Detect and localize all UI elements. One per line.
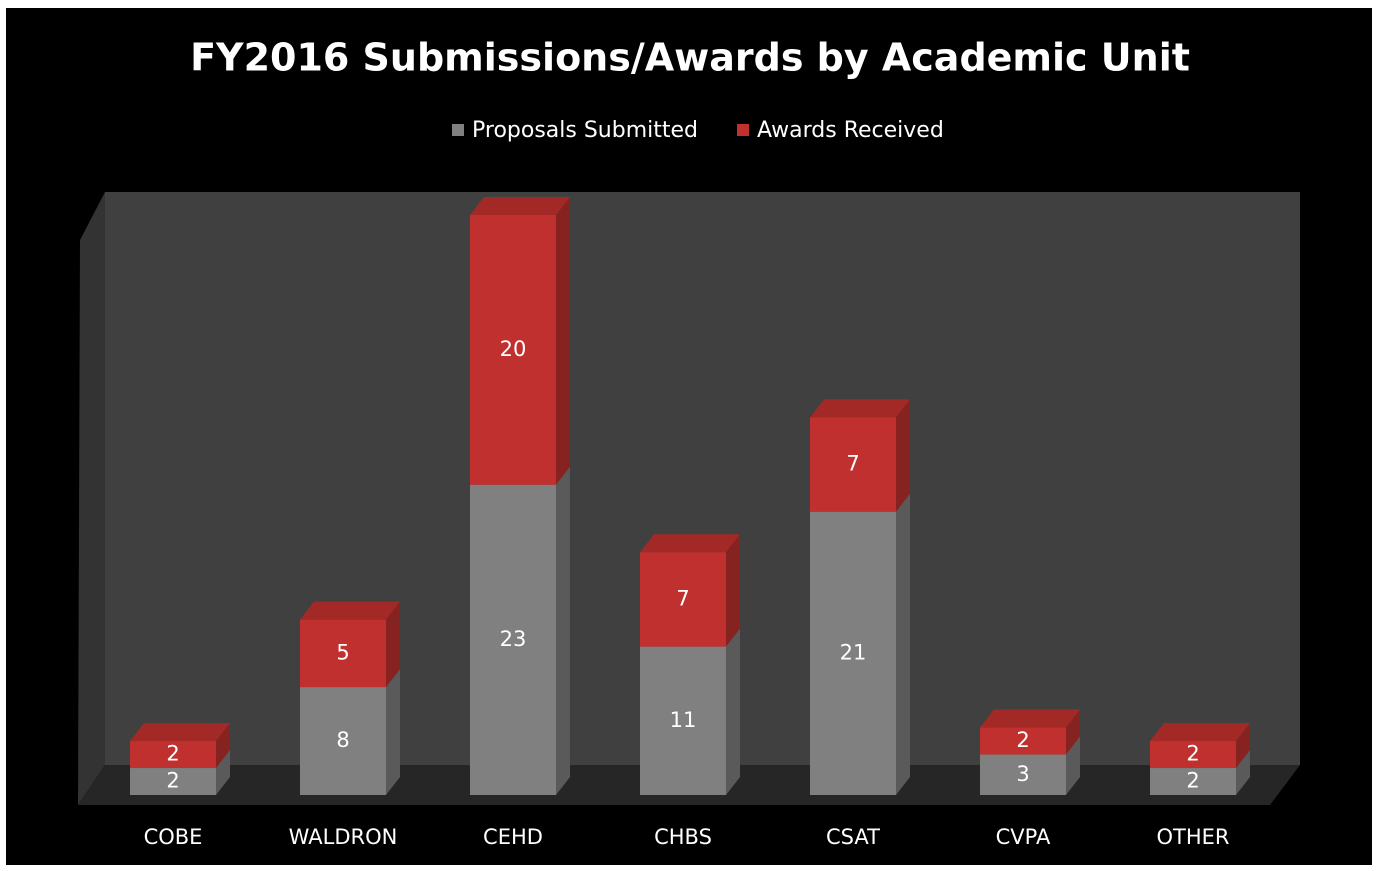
bar-side <box>216 750 230 795</box>
bar <box>130 741 216 769</box>
data-label: 2 <box>166 769 179 793</box>
bar-side <box>1066 736 1080 795</box>
bar <box>1150 768 1236 795</box>
bar <box>640 646 726 795</box>
data-label: 3 <box>1016 762 1029 786</box>
bar-side <box>1236 723 1250 769</box>
data-label: 2 <box>1186 742 1199 766</box>
data-label: 8 <box>336 728 349 752</box>
bar <box>810 511 896 795</box>
bar-side <box>896 399 910 512</box>
bar-top <box>470 197 570 215</box>
legend-label: Proposals Submitted <box>472 118 698 143</box>
data-label: 2 <box>1016 728 1029 752</box>
bar-side <box>386 601 400 688</box>
bar <box>1150 741 1236 769</box>
bar-top <box>980 709 1080 728</box>
bar-side <box>556 466 570 795</box>
legend-label: Awards Received <box>757 118 944 143</box>
bar <box>980 727 1066 755</box>
x-tick-label: COBE <box>144 825 203 849</box>
data-label: 20 <box>500 337 527 361</box>
bar-top <box>1150 723 1250 742</box>
bar <box>300 619 386 688</box>
x-tick-label: CVPA <box>996 825 1051 849</box>
bar-top <box>130 723 230 742</box>
bar <box>810 417 896 512</box>
bar <box>470 484 556 795</box>
x-tick-label: OTHER <box>1156 825 1229 849</box>
data-label: 7 <box>676 586 689 610</box>
data-label: 7 <box>846 452 859 476</box>
bar <box>980 754 1066 795</box>
data-label: 21 <box>840 640 867 664</box>
x-tick-label: CHBS <box>654 825 712 849</box>
data-label: 2 <box>1186 769 1199 793</box>
bar <box>130 768 216 795</box>
chart-title: FY2016 Submissions/Awards by Academic Un… <box>190 36 1190 80</box>
data-label: 2 <box>166 742 179 766</box>
data-label: 5 <box>336 640 349 664</box>
data-label: 11 <box>670 708 697 732</box>
bar-side <box>556 197 570 485</box>
bar-top <box>640 534 740 553</box>
bar-side <box>896 493 910 795</box>
x-tick-label: WALDRON <box>289 825 398 849</box>
bar-side <box>386 669 400 795</box>
legend-marker <box>452 124 464 136</box>
bar <box>640 552 726 647</box>
bar-top <box>300 601 400 620</box>
bar <box>470 215 556 485</box>
x-tick-label: CEHD <box>483 825 543 849</box>
bar <box>300 687 386 795</box>
bar-side <box>216 723 230 769</box>
x-tick-label: CSAT <box>826 825 880 849</box>
side-wall <box>78 192 105 805</box>
bar-side <box>726 628 740 795</box>
bar-side <box>1066 709 1080 755</box>
bar-side <box>726 534 740 647</box>
bar-side <box>1236 750 1250 795</box>
bar-top <box>810 399 910 418</box>
data-label: 23 <box>500 627 527 651</box>
legend-marker <box>737 124 749 136</box>
